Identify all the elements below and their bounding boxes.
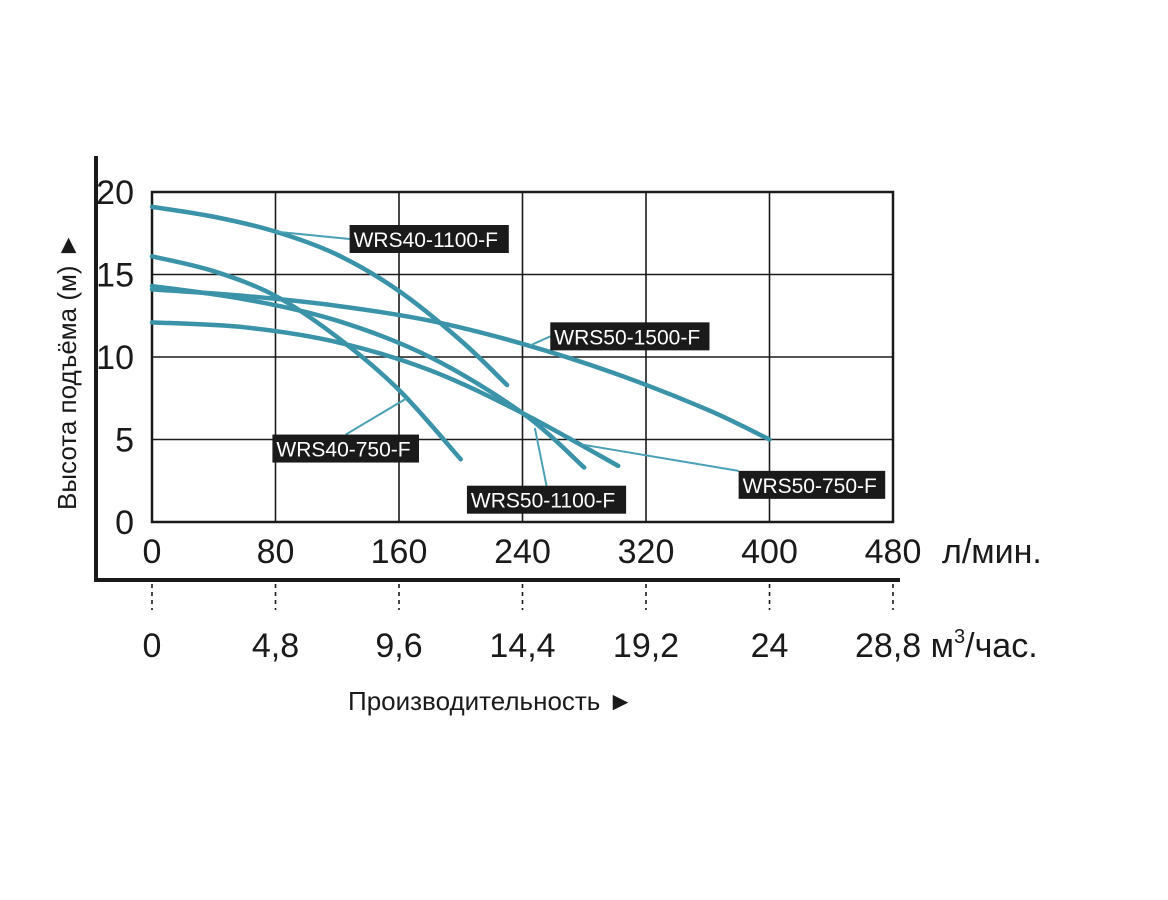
series-leader-wrs40-750-f bbox=[345, 397, 408, 436]
series-labels: WRS40-1100-F WRS50-1500-F WRS40-750-F WRS50… bbox=[272, 225, 886, 514]
x2-tick-label: 19,2 bbox=[613, 627, 679, 665]
y-tick-label: 15 bbox=[96, 257, 134, 295]
series-label-wrs40-750-f: WRS40-750-F bbox=[276, 439, 410, 462]
x2-unit-tail: /час. bbox=[965, 627, 1038, 665]
y-tick-label: 5 bbox=[115, 422, 134, 460]
x2-tick-label: 0 bbox=[143, 627, 162, 665]
y-tick-label: 0 bbox=[115, 504, 134, 542]
series-leader-wrs50-1500-f bbox=[529, 335, 551, 347]
y-tick-label: 20 bbox=[96, 174, 134, 212]
axes: 0 5 10 15 20 0 80 160 240 320 400 480 0 4,8 9,6 14,4 19,… bbox=[94, 156, 921, 665]
x-tick-label: 240 bbox=[494, 533, 551, 571]
x2-tick-label: 4,8 bbox=[252, 627, 299, 665]
x2-unit-base: 28,8 м bbox=[855, 627, 954, 665]
series-label-wrs40-1100-f: WRS40-1100-F bbox=[354, 229, 498, 252]
x-tick-label: 480 bbox=[865, 533, 922, 571]
series-line-wrs40-1100-f bbox=[149, 204, 510, 388]
x-tick-label: 320 bbox=[618, 533, 675, 571]
series-label-box-wrs40-750-f bbox=[272, 434, 420, 463]
x-unit-label: л/мин. bbox=[942, 533, 1042, 571]
series-line-wrs40-750-f bbox=[149, 254, 463, 462]
series-line-wrs50-750-f bbox=[149, 320, 621, 469]
series-label-wrs50-1500-f: WRS50-1500-F bbox=[554, 326, 700, 349]
series-leader-wrs40-1100-f bbox=[275, 230, 350, 240]
series-leader-wrs50-1100-f bbox=[533, 427, 548, 486]
x2-tick-label: 14,4 bbox=[489, 627, 555, 665]
x-tick-label: 80 bbox=[257, 533, 295, 571]
series-label-box-wrs50-750-f bbox=[738, 470, 886, 499]
plot-frame bbox=[150, 190, 895, 524]
x-axis-title: Производительность ► bbox=[348, 686, 633, 716]
y-tick-label: 10 bbox=[96, 339, 134, 377]
series-leader-wrs50-750-f bbox=[580, 443, 739, 472]
x-tick-label: 400 bbox=[741, 533, 798, 571]
x2-tick-label: 24 bbox=[751, 627, 789, 665]
x2-tick-label: 9,6 bbox=[375, 627, 422, 665]
series-label-box-wrs50-1100-f bbox=[466, 485, 627, 514]
series-label-box-wrs50-1500-f bbox=[550, 322, 710, 351]
series-line-wrs50-1500-f bbox=[149, 287, 772, 442]
series-label-wrs50-1100-f: WRS50-1100-F bbox=[471, 490, 615, 513]
series-label-box-wrs40-1100-f bbox=[349, 225, 509, 253]
x2-unit-label: 28,8 м3/час. bbox=[855, 626, 1038, 665]
series-curves bbox=[149, 204, 772, 470]
x-tick-label: 0 bbox=[143, 533, 162, 571]
series-label-wrs50-750-f: WRS50-750-F bbox=[743, 475, 877, 498]
x-tick-label: 160 bbox=[371, 533, 428, 571]
x2-unit-sup: 3 bbox=[954, 626, 965, 648]
y-axis-title: Высота подъёма (м) ► bbox=[52, 233, 82, 511]
